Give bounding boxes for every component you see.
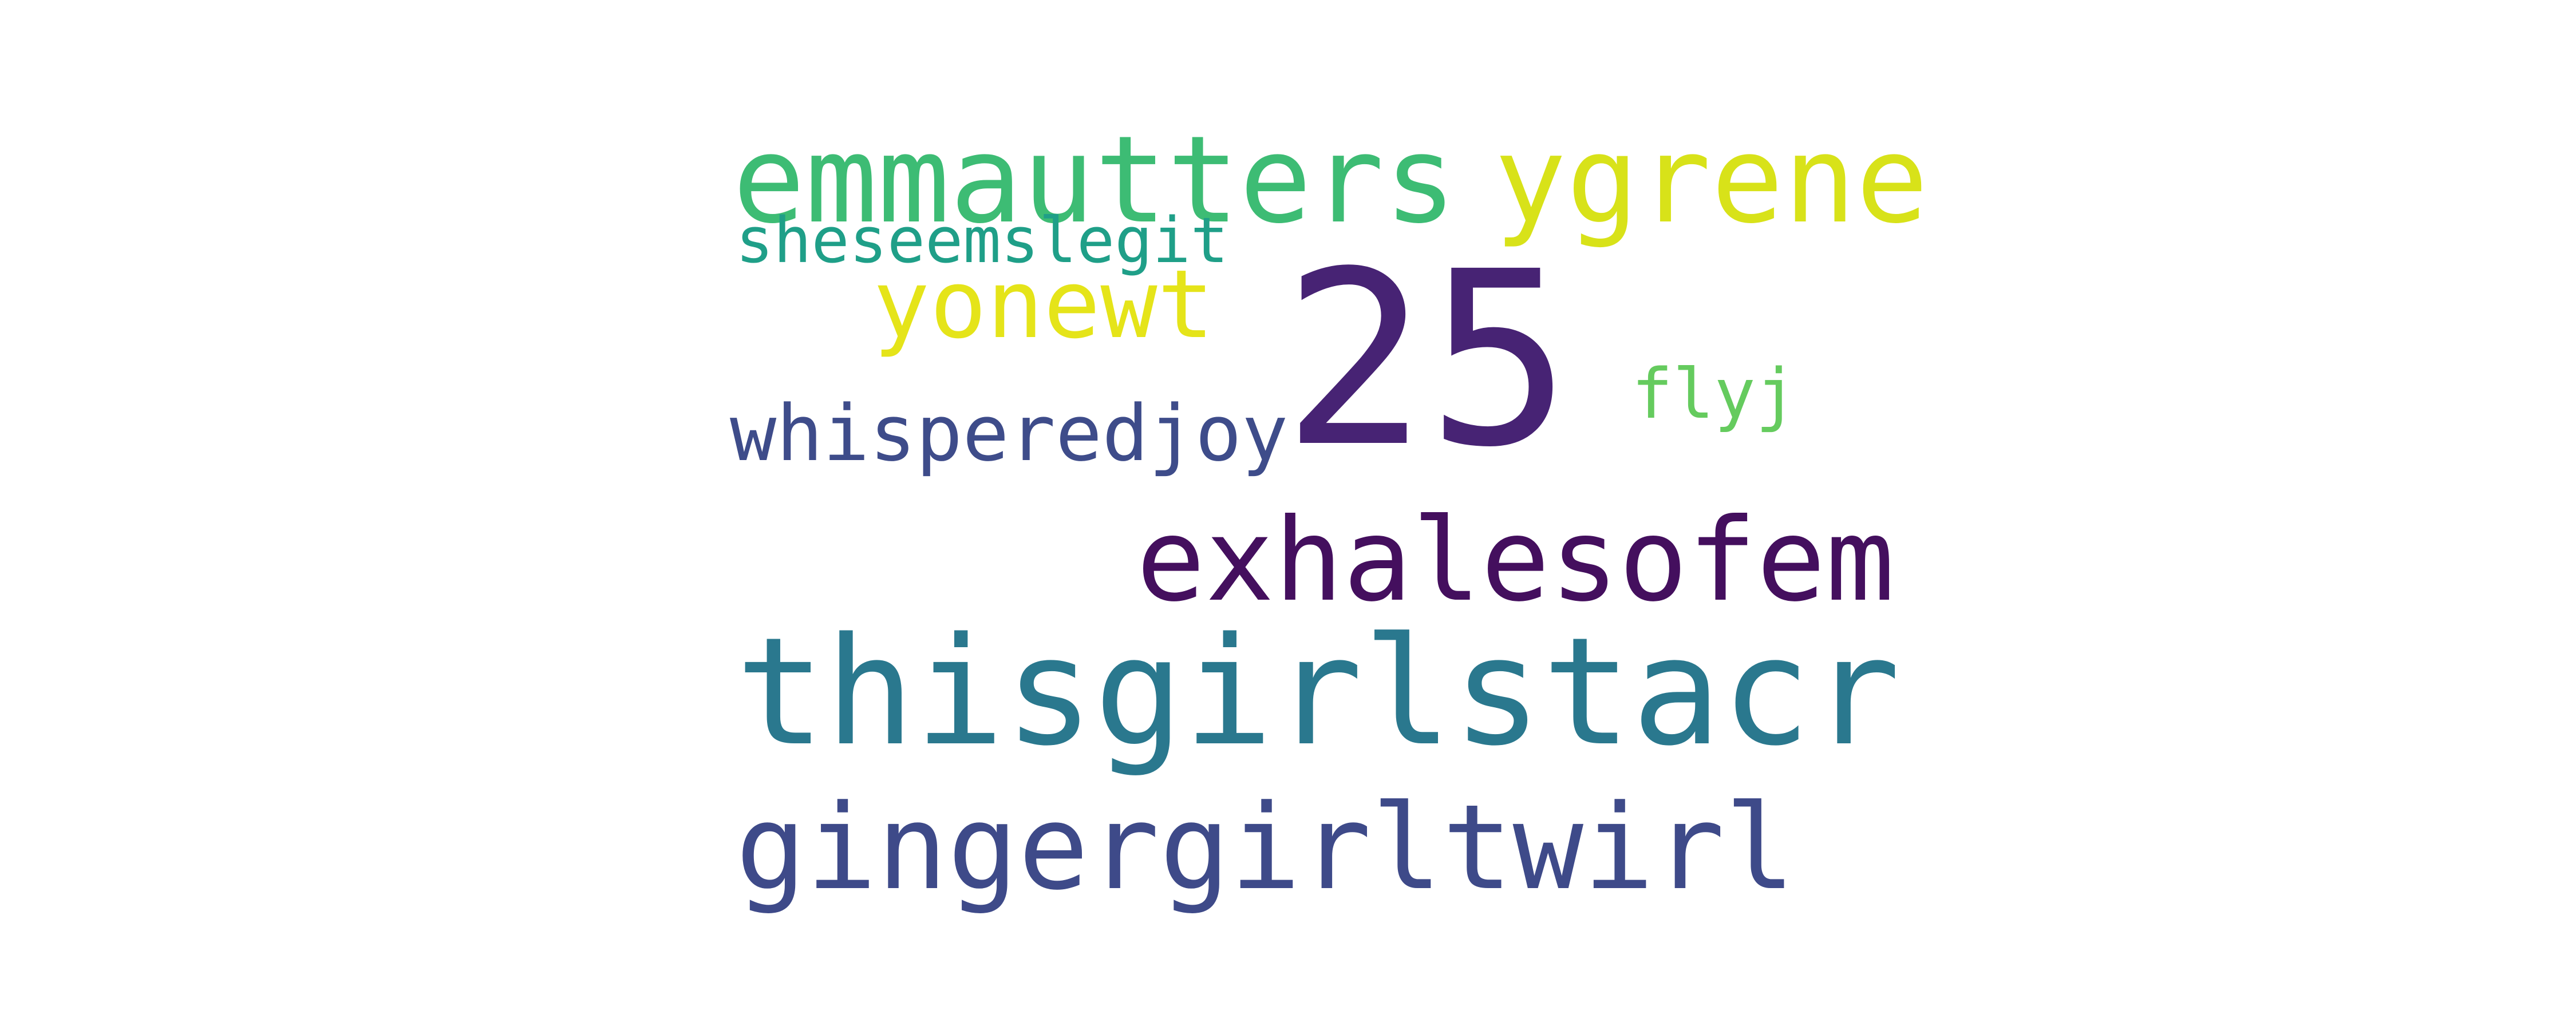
word-sheseemslegit: sheseemslegit: [736, 204, 1228, 277]
word-whisperedjoy: whisperedjoy: [730, 389, 1289, 478]
word-yonewt: yonewt: [873, 249, 1215, 359]
word-flyj: flyj: [1631, 355, 1797, 434]
word-25: 25: [1282, 220, 1572, 500]
word-emmautters: emmautters: [733, 110, 1457, 250]
word-thisgirlstacr: thisgirlstacr: [736, 606, 1901, 779]
word-gingergirltwirl: gingergirltwirl: [736, 780, 1796, 916]
word-ygrene: ygrene: [1494, 110, 1929, 250]
word-exhalesofem: exhalesofem: [1136, 494, 1895, 627]
